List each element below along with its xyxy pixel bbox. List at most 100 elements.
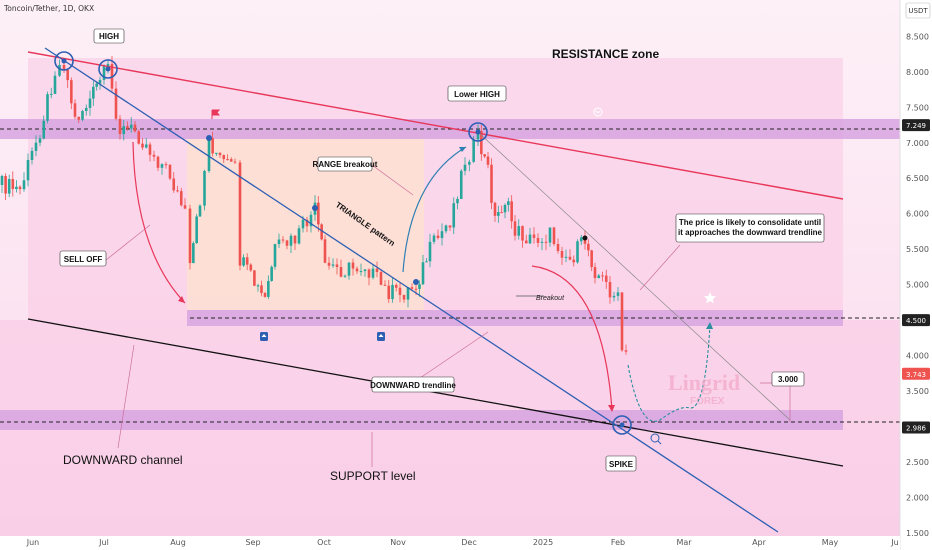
candle-body [540, 241, 544, 243]
candle-body [521, 226, 524, 241]
candle-body [387, 285, 391, 300]
candle-body [95, 83, 98, 87]
currency-box[interactable] [905, 2, 931, 19]
candle-body [339, 266, 343, 277]
candle-body [267, 280, 270, 297]
candle-body [331, 264, 335, 266]
lower-fill [0, 320, 900, 550]
candle-body [323, 239, 327, 263]
candle-body [297, 228, 301, 244]
candle-body [238, 162, 242, 266]
price-tag-label: 4.500 [906, 317, 926, 325]
candle-body [133, 124, 137, 132]
support-level-label: SUPPORT level [330, 469, 416, 483]
candle-body [524, 240, 528, 244]
candle-body [277, 239, 281, 245]
candle-body [456, 198, 459, 204]
candle-body [432, 235, 436, 242]
down-circle-icon [593, 107, 603, 117]
candle-body [398, 287, 402, 295]
resistance-trendline [27, 51, 844, 200]
price-tag-label: 7.249 [906, 122, 926, 130]
candle-body [176, 190, 179, 192]
y-tick-label: 3.500 [906, 387, 929, 396]
candle-body [164, 164, 168, 166]
y-tick-label: 5.000 [906, 281, 929, 290]
currency-label: USDT [908, 7, 928, 15]
candle-body [229, 159, 233, 162]
x-tick-label: Jun [26, 538, 40, 547]
channel-lower-line [27, 318, 844, 467]
candle-body [375, 268, 379, 273]
candle-body [507, 201, 510, 205]
resistance-zone-label: RESISTANCE zone [552, 47, 659, 61]
spike-label: SPIKE [605, 455, 637, 472]
range-breakout-text: RANGE breakout [313, 160, 378, 169]
candle-body [428, 241, 432, 262]
price-axis[interactable] [900, 0, 932, 550]
candle-body [22, 180, 26, 190]
x-tick-label: Jul [98, 538, 109, 547]
up-marker-icon-2 [378, 334, 384, 337]
candle-body [601, 275, 604, 277]
candle-body [414, 288, 418, 290]
candle-body [480, 131, 483, 155]
candle-body [317, 202, 320, 225]
candle-body [436, 235, 440, 238]
spike-arrowhead [608, 405, 615, 412]
candle-body [156, 156, 160, 168]
candle-body [242, 257, 245, 266]
consolidate-text: The price is likely to consolidate until… [678, 218, 823, 237]
price-tag-bg [902, 119, 930, 132]
triangle-dot-1 [206, 135, 212, 141]
candle-body [363, 269, 367, 272]
high-circle-1 [54, 51, 74, 71]
candle-body [568, 256, 572, 260]
candle-body [468, 161, 471, 165]
high-dot-1 [61, 58, 67, 64]
high-circle-2 [98, 59, 118, 79]
x-tick-label: 2025 [533, 538, 553, 547]
candle-body [493, 202, 497, 216]
candle-body [141, 143, 144, 148]
candle-body [195, 216, 198, 244]
candle-body [452, 203, 456, 228]
candle-body [343, 275, 347, 277]
candle-body [226, 159, 229, 161]
candle-body [583, 237, 587, 244]
lower-high-dot [475, 129, 481, 135]
candle-body [410, 287, 414, 289]
candle-body [92, 86, 95, 99]
time-axis[interactable] [0, 536, 900, 550]
price-tag-label: 3.743 [906, 371, 926, 379]
downward-trendline-label: DOWNWARD trendline [370, 376, 456, 393]
candle-body [88, 98, 92, 108]
candle-body [394, 284, 398, 288]
spike-dot [619, 422, 625, 428]
x-tick-label: Oct [317, 538, 331, 547]
range-breakout-arrow [402, 146, 467, 273]
lower-high-circle [468, 122, 488, 142]
candle-body [160, 164, 164, 168]
candle-body [260, 285, 263, 293]
y-tick-label: 5.500 [906, 245, 929, 254]
x-tick-label: Sep [245, 538, 260, 547]
candle-body [81, 111, 84, 120]
x-tick-label: May [822, 538, 839, 547]
candle-body [391, 284, 394, 300]
breakout-label: Breakout [536, 295, 565, 302]
candle-body [587, 243, 590, 251]
candle-body [168, 164, 172, 179]
candle-body [148, 144, 152, 155]
candle-body [245, 257, 249, 265]
downward-trendline-text: DOWNWARD trendline [370, 381, 456, 390]
y-tick-label: 6.500 [906, 174, 929, 183]
candle-body [106, 63, 110, 67]
candle-body [608, 281, 612, 298]
consolidate-leader [639, 244, 681, 291]
candle-body [172, 178, 176, 191]
x-tick-label: Feb [611, 538, 625, 547]
candle-body [137, 131, 141, 144]
candle-body [249, 264, 253, 271]
